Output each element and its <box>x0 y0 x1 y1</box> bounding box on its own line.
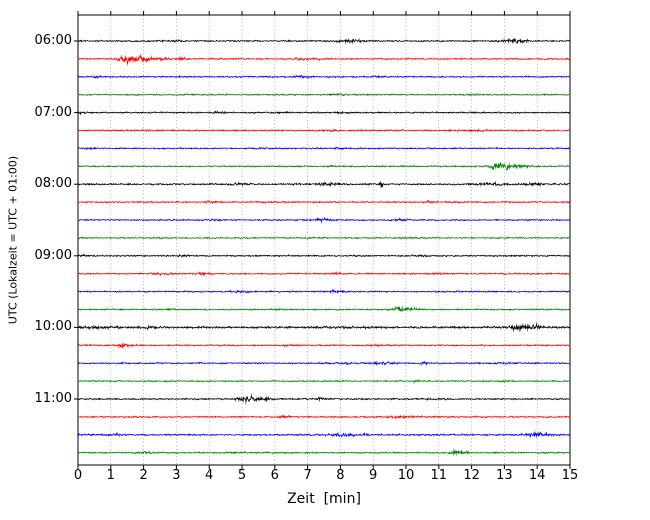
x-tick-label: 12 <box>463 468 480 483</box>
x-tick-label: 1 <box>106 468 115 483</box>
x-tick-label: 3 <box>172 468 181 483</box>
y-tick-label: 11:00 <box>34 391 72 406</box>
y-tick-label: 08:00 <box>34 176 72 192</box>
x-tick-label: 4 <box>205 468 214 483</box>
x-tick-label: 11 <box>430 468 448 483</box>
x-tick-label: 7 <box>303 468 312 483</box>
x-tick-label: 9 <box>369 468 378 483</box>
x-axis-label: Zeit [min] <box>287 491 361 507</box>
x-tick-label: 10 <box>397 468 415 483</box>
y-tick-label: 10:00 <box>34 319 72 335</box>
y-tick-label: 07:00 <box>34 104 72 120</box>
x-tick-label: 15 <box>561 468 579 483</box>
y-tick-label: 06:00 <box>34 33 72 48</box>
y-tick-label: 09:00 <box>34 247 72 263</box>
x-tick-label: 13 <box>496 468 513 483</box>
x-tick-label: 8 <box>336 468 345 483</box>
x-tick-label: 0 <box>73 468 83 483</box>
x-tick-label: 14 <box>528 468 546 483</box>
x-tick-label: 5 <box>237 468 247 483</box>
x-tick-label: 2 <box>139 468 148 483</box>
x-tick-label: 6 <box>270 468 279 483</box>
